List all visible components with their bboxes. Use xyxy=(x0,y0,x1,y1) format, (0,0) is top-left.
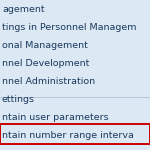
Text: agement: agement xyxy=(2,4,45,14)
Text: nnel Administration: nnel Administration xyxy=(2,76,95,85)
FancyBboxPatch shape xyxy=(0,124,150,144)
Text: nnel Development: nnel Development xyxy=(2,58,89,68)
Text: onal Management: onal Management xyxy=(2,40,88,50)
Text: ettings: ettings xyxy=(2,94,35,103)
Text: tings in Personnel Managem: tings in Personnel Managem xyxy=(2,22,136,32)
Text: ntain number range interva: ntain number range interva xyxy=(2,130,134,140)
Text: ntain user parameters: ntain user parameters xyxy=(2,112,109,122)
